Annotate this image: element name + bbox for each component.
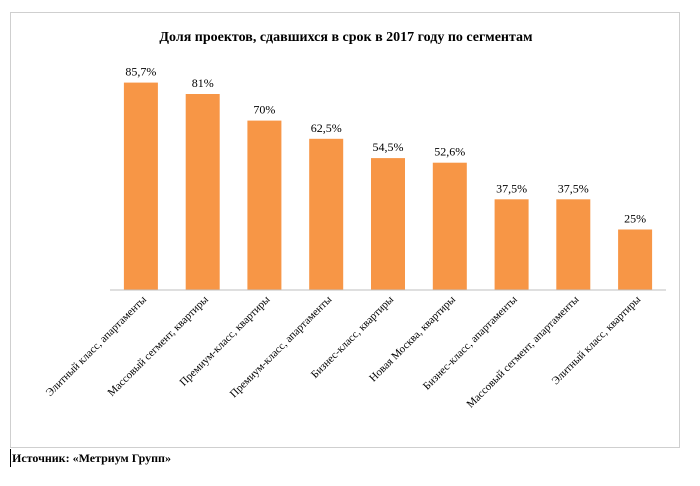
chart-title: Доля проектов, сдавшихся в срок в 2017 г… xyxy=(159,30,533,45)
category-label-2: Массовый сегмент, квартиры xyxy=(106,293,212,399)
bar-5 xyxy=(371,158,405,290)
value-label-8: 37,5% xyxy=(558,181,589,195)
bar-7 xyxy=(494,199,529,291)
bar-2 xyxy=(185,94,220,290)
value-label-9: 25% xyxy=(624,212,646,226)
value-label-5: 54,5% xyxy=(373,140,404,154)
category-label-4: Премиум-класс, апартаменты xyxy=(228,293,335,400)
bar-6 xyxy=(432,162,467,290)
value-label-4: 62,5% xyxy=(311,121,342,135)
source-marker xyxy=(10,449,11,467)
value-label-6: 52,6% xyxy=(434,145,465,159)
bar-1 xyxy=(123,82,158,290)
bar-3 xyxy=(247,120,282,290)
category-label-1: Элитный класс, апартаменты xyxy=(44,293,150,399)
value-labels-group: 85,7% 81% 70% 62,5% 54,5% 52,6% 37,5% 37,5% 25% xyxy=(125,65,646,226)
chart-frame xyxy=(10,12,680,448)
category-label-8: Массовый сегмент, апартаменты xyxy=(465,293,582,410)
source-note: Источник: «Метриум Групп» xyxy=(12,451,171,465)
value-label-3: 70% xyxy=(253,103,275,117)
bar-8 xyxy=(556,199,591,291)
bar-4 xyxy=(309,138,344,291)
value-label-7: 37,5% xyxy=(496,181,527,195)
value-label-2: 81% xyxy=(192,76,214,90)
bar-9 xyxy=(618,229,653,290)
value-label-1: 85,7% xyxy=(125,65,156,79)
bars-group xyxy=(123,82,653,291)
